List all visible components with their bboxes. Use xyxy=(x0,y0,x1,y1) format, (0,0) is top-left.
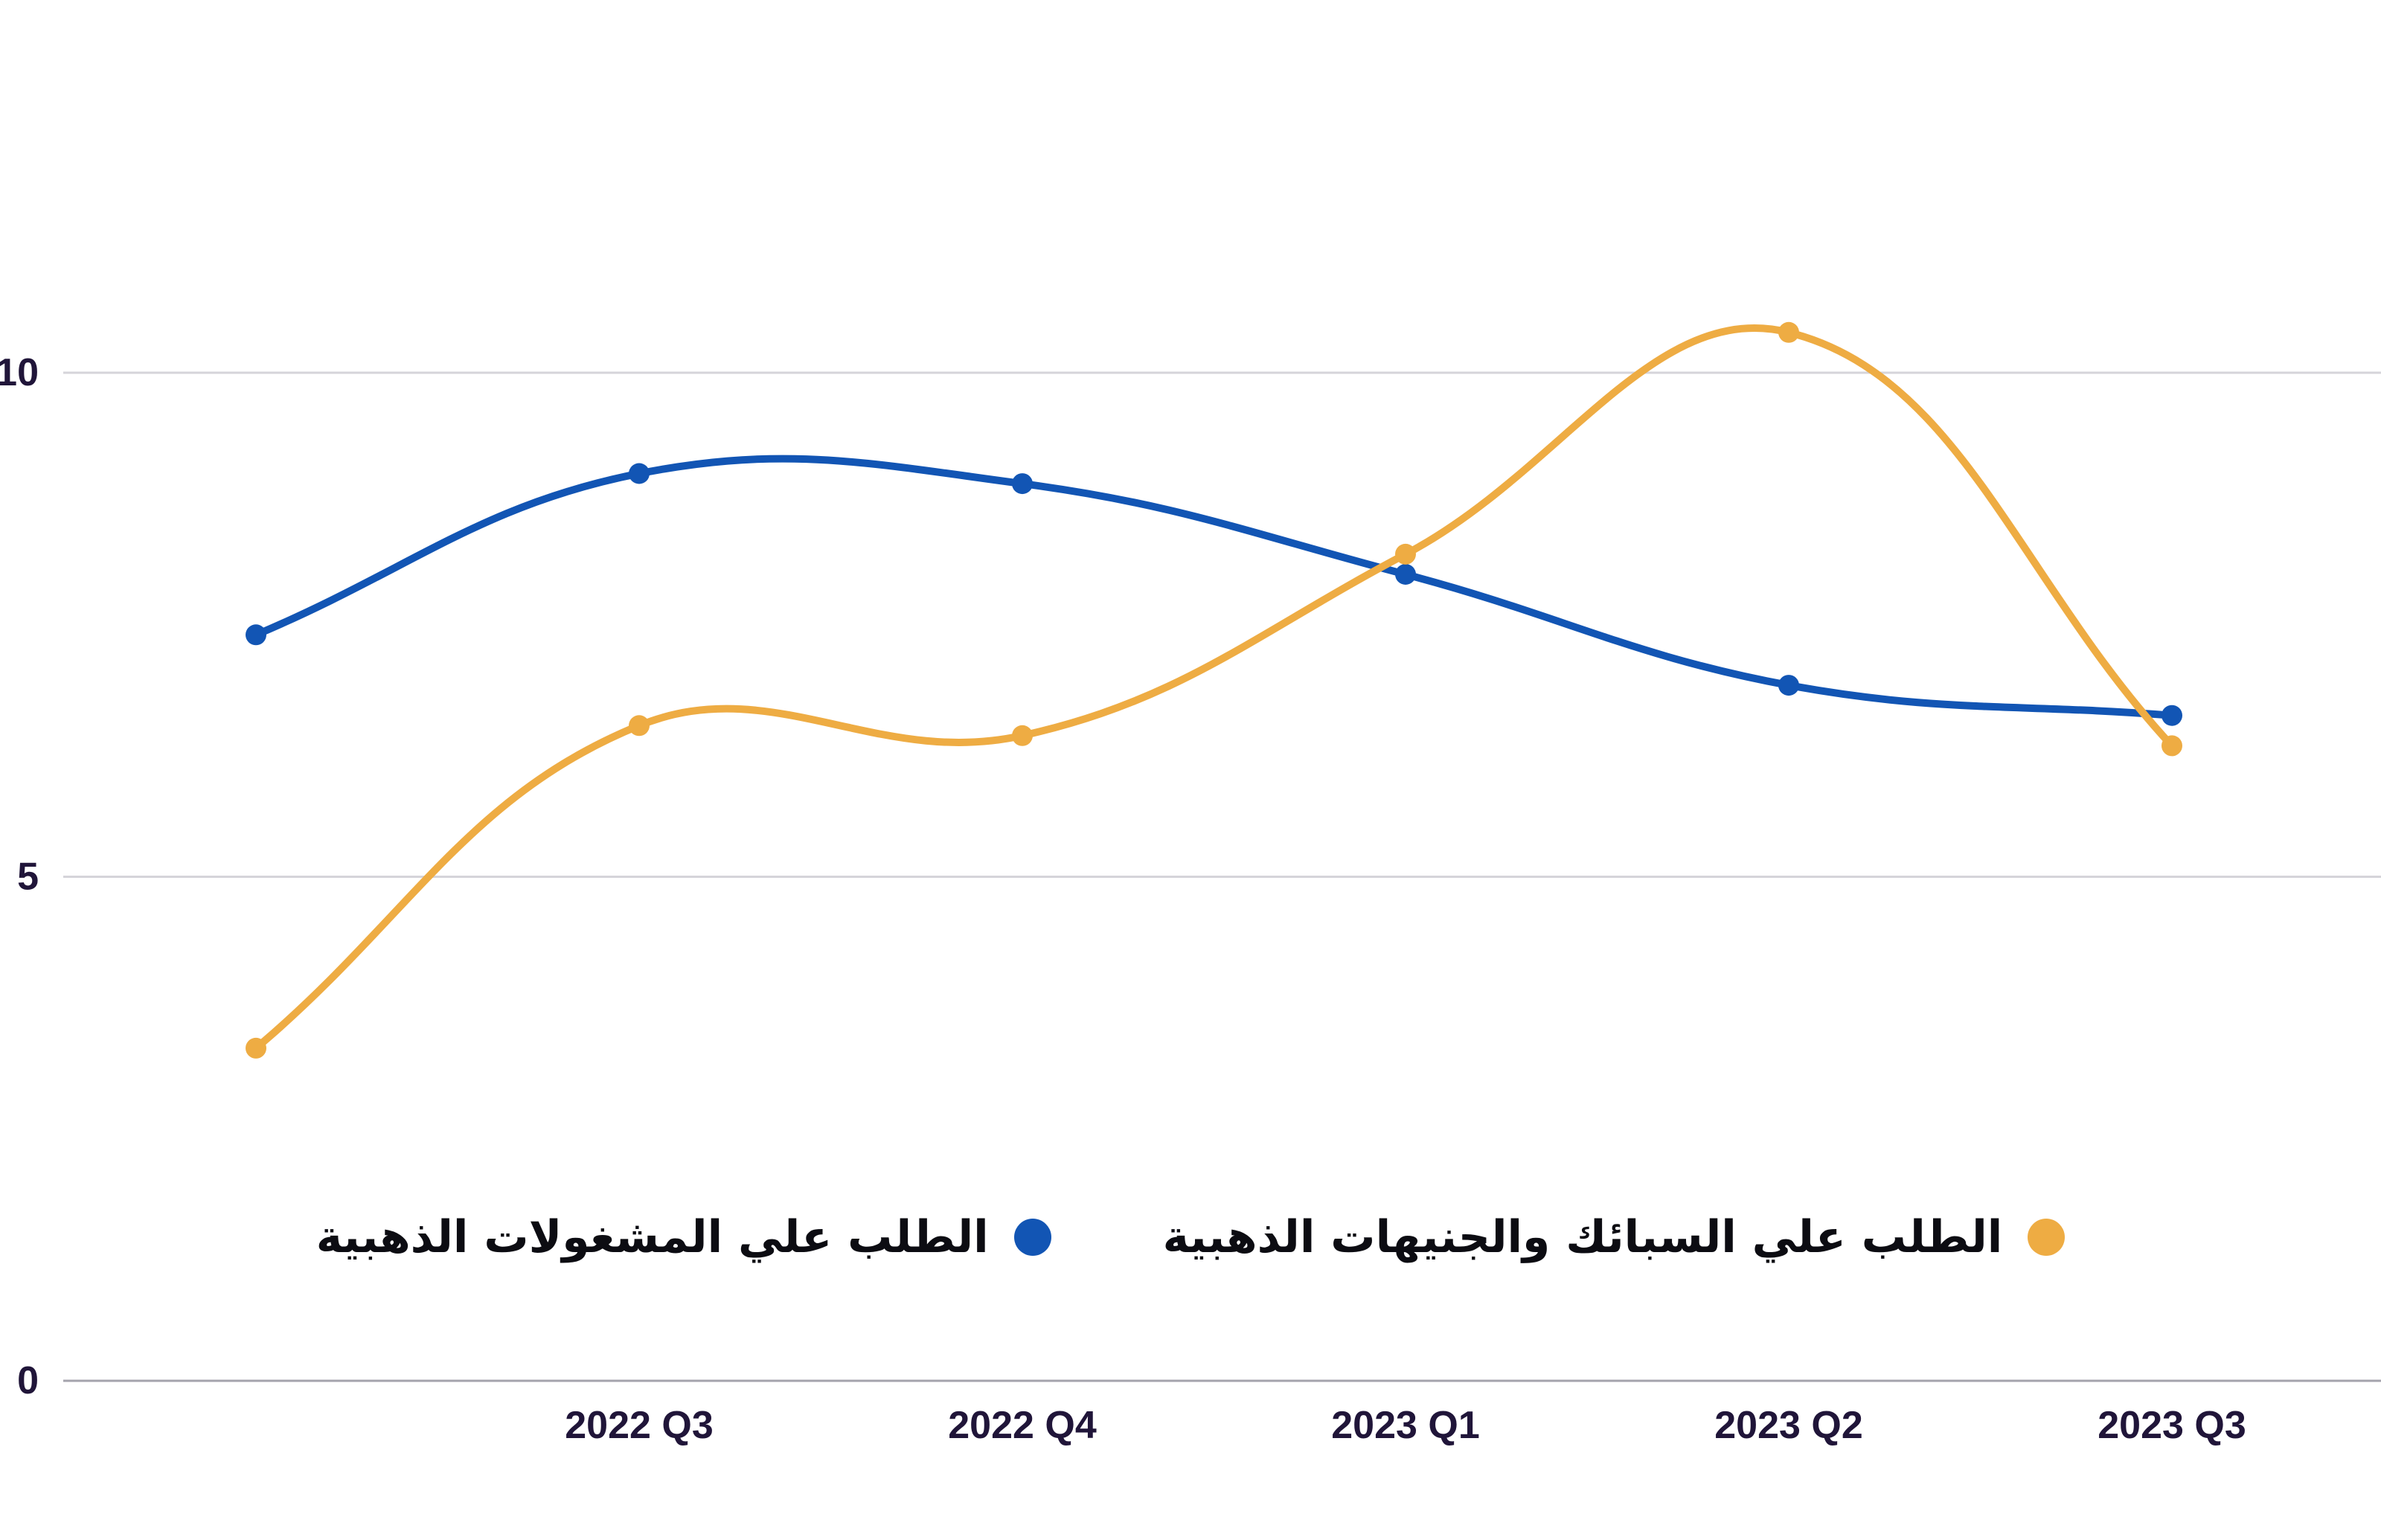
legend-label-jewelry: الطلب علي المشغولات الذهبية xyxy=(315,1211,989,1263)
y-tick-label: 10 xyxy=(0,351,39,394)
data-point-bullion[interactable] xyxy=(1012,725,1033,746)
data-point-bullion[interactable] xyxy=(246,1037,266,1059)
data-point-jewelry[interactable] xyxy=(629,463,650,484)
data-point-bullion[interactable] xyxy=(2162,735,2182,757)
y-tick-label: 0 xyxy=(17,1359,39,1402)
data-point-bullion[interactable] xyxy=(1395,543,1416,565)
x-tick-label: 2022 Q3 xyxy=(565,1404,714,1447)
data-point-jewelry[interactable] xyxy=(246,624,266,646)
legend-item-bullion[interactable]: الطلب علي السبائك والجنيهات الذهبية xyxy=(1163,1213,2066,1262)
legend-item-jewelry[interactable]: الطلب علي المشغولات الذهبية xyxy=(316,1213,1051,1262)
data-point-jewelry[interactable] xyxy=(1012,473,1033,495)
y-tick-label: 5 xyxy=(17,856,39,899)
data-point-jewelry[interactable] xyxy=(1395,564,1416,585)
legend-label-bullion: الطلب علي السبائك والجنيهات الذهبية xyxy=(1162,1211,2003,1263)
data-point-bullion[interactable] xyxy=(1778,321,1799,343)
x-tick-label: 2022 Q4 xyxy=(948,1404,1097,1447)
data-point-jewelry[interactable] xyxy=(1778,675,1799,696)
x-tick-label: 2023 Q2 xyxy=(1714,1404,1863,1447)
data-point-bullion[interactable] xyxy=(629,715,650,737)
legend-marker-jewelry-icon xyxy=(1013,1219,1051,1256)
legend-marker-bullion-icon xyxy=(2028,1219,2066,1256)
chart-legend: الطلب علي السبائك والجنيهات الذهبية الطل… xyxy=(0,1181,2381,1293)
x-tick-label: 2023 Q1 xyxy=(1331,1404,1480,1447)
series-line-jewelry xyxy=(252,455,2176,719)
data-point-jewelry[interactable] xyxy=(2162,705,2182,726)
x-tick-label: 2023 Q3 xyxy=(2098,1404,2246,1447)
series-line-bullion xyxy=(252,324,2176,1052)
